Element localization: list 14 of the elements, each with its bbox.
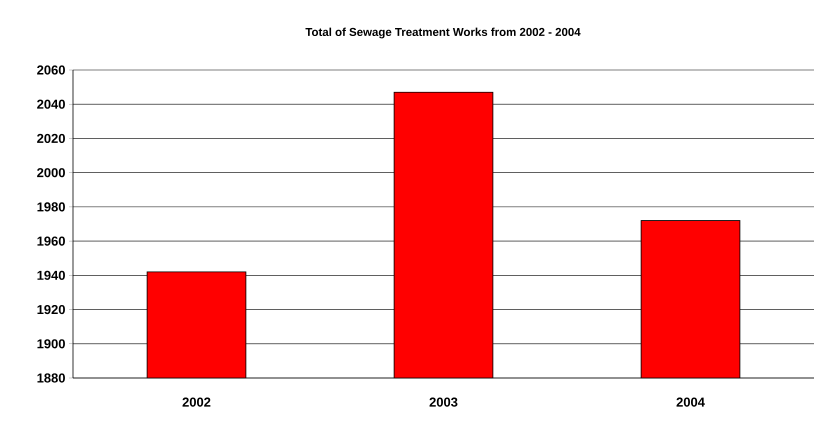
- y-tick-label: 2020: [37, 134, 65, 144]
- y-tick-label: 2060: [37, 65, 65, 75]
- y-tick-label: 1960: [37, 236, 65, 246]
- y-tick-label: 1920: [37, 304, 65, 314]
- y-tick-label: 2000: [37, 168, 65, 178]
- y-tick-label: 1940: [37, 270, 65, 280]
- x-tick-label: 2003: [430, 398, 458, 407]
- chart-title: Total of Sewage Treatment Works from 2002 - 2004: [305, 28, 581, 38]
- y-tick-label: 1900: [37, 339, 65, 348]
- x-tick-label: 2002: [182, 398, 210, 407]
- y-tick-label: 2040: [37, 100, 65, 109]
- x-tick-label: 2004: [676, 398, 705, 407]
- y-tick-label: 1880: [37, 373, 65, 383]
- y-tick-label: 1980: [37, 202, 65, 212]
